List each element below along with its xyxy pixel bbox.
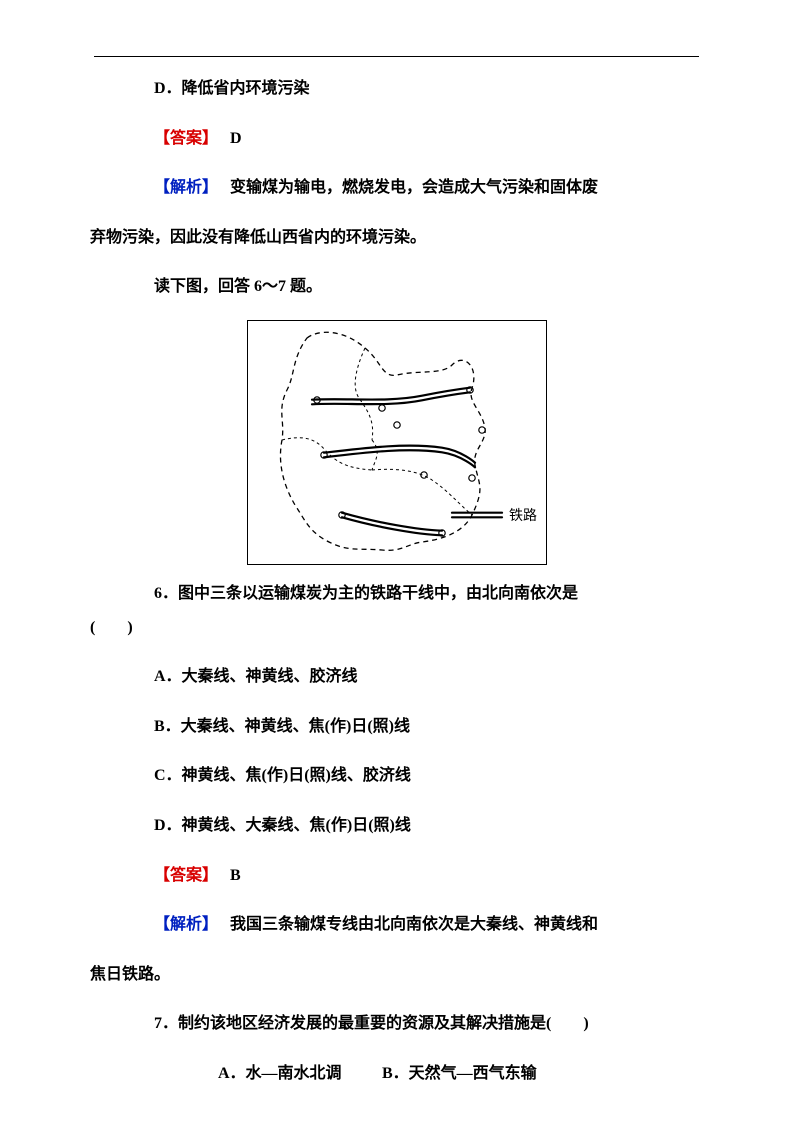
analysis-text1b: 变输煤为输电，燃烧发电，会造成大气污染和固体废 [230, 179, 598, 196]
q6-stem-1: 6．图中三条以运输煤炭为主的铁路干线中，由北向南依次是 [90, 577, 703, 611]
analysis-label: 【解析】 [154, 916, 218, 933]
answer6-value: B [230, 867, 241, 884]
q7-stem: 7．制约该地区经济发展的最重要的资源及其解决措施是( ) [90, 1007, 703, 1041]
map-figure: 铁路 [90, 320, 703, 565]
q7-options-row: A．水—南水北调 B．天然气—西气东输 [90, 1057, 703, 1091]
map-svg: 铁路 [247, 320, 547, 565]
q6-option-a: A．大秦线、神黄线、胶济线 [90, 660, 703, 694]
page-rule [94, 56, 699, 57]
q6-answer: 【答案】 B [90, 859, 703, 893]
svg-text:铁路: 铁路 [509, 508, 537, 524]
analysis-label: 【解析】 [154, 179, 218, 196]
prev-analysis: 【解析】 变输煤为输电，燃烧发电，会造成大气污染和固体废 [90, 171, 703, 205]
prev-analysis-2: 弃物污染，因此没有降低山西省内的环境污染。 [90, 221, 703, 255]
prev-answer: 【答案】 D [90, 122, 703, 156]
q6-analysis: 【解析】 我国三条输煤专线由北向南依次是大秦线、神黄线和 [90, 908, 703, 942]
q6-analysis-2: 焦日铁路。 [90, 958, 703, 992]
answer-label: 【答案】 [154, 130, 218, 147]
answer-value-text: D [230, 130, 242, 147]
prev-option-d: D．降低省内环境污染 [90, 72, 703, 106]
q6-option-b: B．大秦线、神黄线、焦(作)日(照)线 [90, 710, 703, 744]
q7-option-a: A．水—南水北调 [154, 1057, 378, 1091]
answer-value [222, 130, 230, 147]
read-prompt: 读下图，回答 6～7 题。 [90, 270, 703, 304]
analysis-text1 [222, 179, 230, 196]
analysis6-text1: 我国三条输煤专线由北向南依次是大秦线、神黄线和 [230, 916, 598, 933]
answer6-value-gap [222, 867, 230, 884]
q7-option-b: B．天然气—西气东输 [382, 1065, 537, 1082]
q6-option-c: C．神黄线、焦(作)日(照)线、胶济线 [90, 759, 703, 793]
analysis6-gap [222, 916, 230, 933]
q6-stem-2: ( ) [90, 611, 703, 645]
answer-label: 【答案】 [154, 867, 218, 884]
q6-option-d: D．神黄线、大秦线、焦(作)日(照)线 [90, 809, 703, 843]
